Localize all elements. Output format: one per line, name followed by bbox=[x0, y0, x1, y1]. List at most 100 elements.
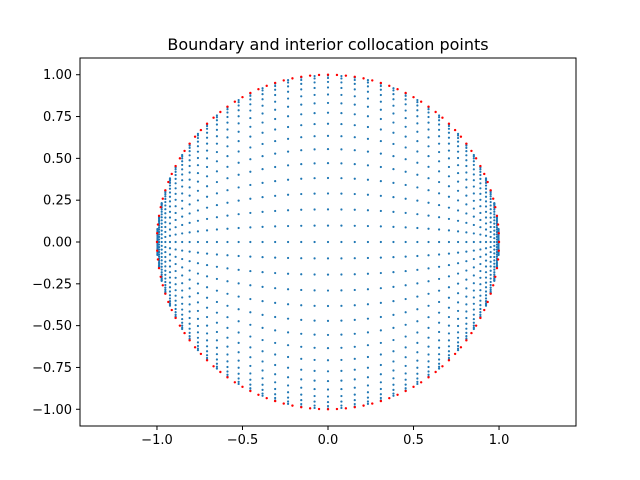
interior-point bbox=[353, 368, 356, 371]
interior-point bbox=[174, 192, 177, 195]
interior-point bbox=[456, 347, 460, 350]
boundary-point bbox=[156, 223, 160, 226]
interior-point bbox=[164, 230, 167, 234]
interior-point bbox=[479, 168, 482, 171]
interior-point bbox=[286, 193, 290, 196]
interior-point bbox=[427, 115, 430, 119]
interior-point bbox=[427, 345, 430, 348]
interior-point bbox=[366, 396, 370, 399]
interior-point bbox=[484, 259, 488, 262]
interior-point bbox=[286, 81, 290, 84]
interior-point bbox=[188, 221, 191, 224]
interior-point bbox=[416, 351, 419, 354]
interior-point bbox=[174, 205, 177, 208]
interior-point bbox=[168, 191, 172, 194]
interior-point bbox=[404, 226, 407, 229]
interior-point bbox=[489, 255, 492, 259]
interior-point bbox=[447, 286, 451, 289]
interior-point bbox=[366, 193, 370, 196]
interior-point bbox=[416, 186, 419, 189]
interior-point bbox=[261, 285, 264, 288]
boundary-point bbox=[494, 275, 497, 278]
interior-point bbox=[479, 205, 482, 208]
interior-point bbox=[160, 271, 163, 274]
interior-point bbox=[479, 248, 482, 251]
interior-point bbox=[456, 230, 460, 233]
interior-point bbox=[404, 116, 407, 120]
interior-point bbox=[353, 95, 356, 98]
interior-point bbox=[326, 208, 330, 211]
interior-point bbox=[205, 252, 209, 255]
interior-point bbox=[237, 341, 240, 344]
interior-point bbox=[174, 187, 177, 190]
interior-point bbox=[366, 224, 370, 228]
interior-point bbox=[286, 384, 290, 387]
interior-point bbox=[196, 240, 200, 244]
interior-point bbox=[484, 216, 488, 219]
interior-point bbox=[493, 213, 496, 216]
boundary-point bbox=[495, 266, 499, 270]
interior-point bbox=[437, 365, 441, 368]
interior-point bbox=[300, 208, 303, 211]
interior-point bbox=[489, 269, 492, 272]
interior-point bbox=[313, 400, 316, 403]
interior-point bbox=[404, 383, 407, 386]
interior-point bbox=[226, 353, 229, 356]
interior-point bbox=[484, 294, 488, 297]
boundary-point bbox=[155, 240, 159, 244]
interior-point bbox=[261, 225, 264, 228]
interior-point bbox=[168, 265, 172, 268]
interior-point bbox=[157, 226, 161, 229]
boundary-point bbox=[157, 266, 161, 270]
interior-point bbox=[157, 220, 161, 223]
interior-point bbox=[472, 223, 475, 227]
interior-point bbox=[472, 274, 475, 277]
interior-point bbox=[164, 255, 167, 259]
interior-point bbox=[274, 165, 277, 169]
interior-point bbox=[447, 354, 451, 357]
boundary-point bbox=[167, 300, 170, 304]
interior-point bbox=[237, 115, 240, 118]
interior-point bbox=[181, 173, 184, 176]
interior-point bbox=[479, 307, 482, 311]
interior-point bbox=[456, 272, 460, 275]
interior-point bbox=[286, 79, 290, 82]
interior-point bbox=[274, 139, 277, 143]
boundary-point bbox=[371, 402, 374, 405]
interior-point bbox=[379, 139, 382, 143]
interior-point bbox=[340, 81, 343, 84]
interior-point bbox=[489, 283, 492, 287]
interior-point bbox=[472, 163, 475, 167]
boundary-point bbox=[497, 249, 500, 252]
interior-point bbox=[465, 231, 468, 234]
interior-point bbox=[164, 225, 167, 229]
interior-point bbox=[261, 89, 264, 92]
interior-point bbox=[168, 253, 172, 256]
interior-point bbox=[456, 331, 460, 334]
interior-point bbox=[437, 362, 441, 365]
interior-point bbox=[489, 208, 492, 211]
interior-point bbox=[174, 177, 177, 180]
interior-point bbox=[313, 135, 316, 138]
interior-point bbox=[215, 300, 219, 304]
interior-point bbox=[379, 240, 382, 244]
interior-point bbox=[181, 257, 184, 261]
interior-point bbox=[472, 160, 475, 163]
interior-point bbox=[261, 326, 264, 329]
interior-point bbox=[188, 327, 191, 330]
interior-point bbox=[249, 94, 252, 97]
interior-point bbox=[340, 369, 343, 372]
interior-point bbox=[379, 165, 382, 169]
interior-point bbox=[237, 161, 240, 164]
interior-point bbox=[379, 152, 382, 155]
interior-point bbox=[379, 287, 382, 290]
interior-point bbox=[489, 277, 492, 280]
interior-point bbox=[416, 101, 419, 104]
boundary-point bbox=[496, 258, 500, 261]
interior-point bbox=[181, 324, 184, 327]
interior-point bbox=[205, 339, 209, 342]
interior-point bbox=[427, 227, 430, 230]
interior-point bbox=[404, 372, 407, 375]
interior-point bbox=[313, 86, 316, 90]
interior-point bbox=[392, 326, 395, 329]
